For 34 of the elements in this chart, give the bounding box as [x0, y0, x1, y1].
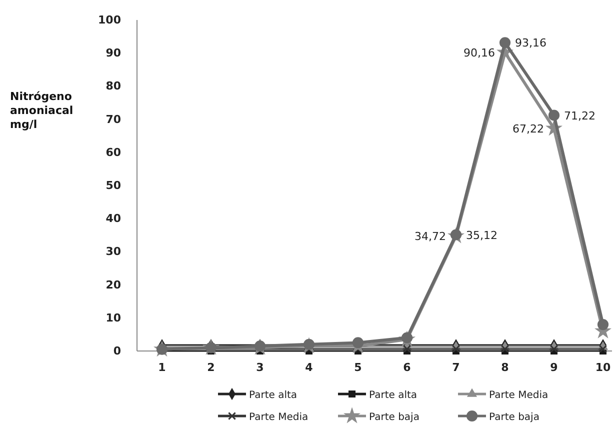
- data-label: 35,12: [466, 228, 498, 242]
- x-tick-label: 3: [256, 360, 264, 374]
- legend-label: Parte alta: [369, 390, 418, 401]
- x-tick-label: 10: [595, 360, 611, 374]
- y-tick-label: 0: [113, 344, 122, 358]
- y-tick-label: 100: [98, 14, 122, 27]
- legend-label: Parte Media: [249, 412, 308, 423]
- x-tick-label: 6: [403, 360, 412, 374]
- y-tick-label: 60: [106, 146, 122, 159]
- data-label: 90,16: [464, 46, 495, 60]
- y-tick-label: 10: [106, 311, 122, 324]
- y-tick-label: 80: [106, 80, 122, 93]
- y-tick-label: 70: [106, 112, 122, 126]
- y-tick-label: 40: [106, 212, 122, 226]
- legend-label: Parte Media: [489, 390, 548, 401]
- x-tick-label: 5: [354, 360, 362, 374]
- y-tick-label: 30: [106, 245, 122, 258]
- data-label: 67,22: [512, 122, 544, 136]
- data-label: 93,16: [515, 36, 546, 50]
- legend-label: Parte baja: [489, 412, 540, 423]
- y-tick-label: 50: [106, 179, 122, 192]
- x-tick-label: 9: [550, 360, 558, 374]
- y-tick-label: 20: [106, 278, 122, 292]
- x-tick-label: 7: [452, 360, 460, 374]
- x-tick-label: 1: [158, 360, 166, 374]
- legend-label: Parte alta: [249, 390, 298, 401]
- data-label: 71,22: [564, 109, 596, 122]
- y-tick-label: 90: [106, 46, 122, 60]
- x-tick-label: 2: [207, 360, 215, 374]
- x-tick-label: 4: [305, 360, 314, 374]
- data-label: 34,72: [414, 230, 446, 244]
- legend-label: Parte baja: [369, 412, 420, 423]
- y-axis-title: Nitrógeno amoniacal mg/l: [10, 90, 74, 131]
- x-tick-label: 8: [501, 360, 509, 374]
